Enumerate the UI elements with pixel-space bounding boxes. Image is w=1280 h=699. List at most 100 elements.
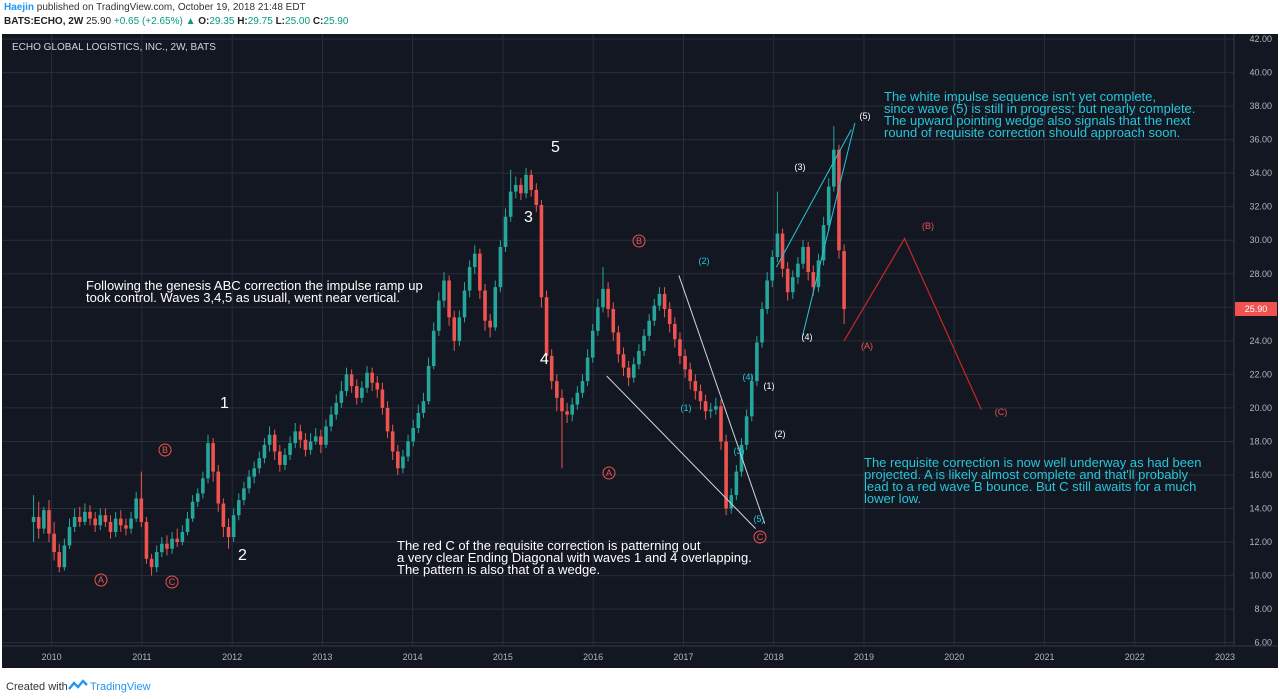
wave-a1-label: A <box>98 575 104 585</box>
candle-body <box>144 521 149 559</box>
price-chart[interactable]: 42.0040.0038.0036.0034.0032.0030.0028.00… <box>2 34 1278 668</box>
candle-body <box>139 498 144 522</box>
candle-body <box>724 441 728 509</box>
candle-body <box>231 515 236 538</box>
candle-body <box>47 510 51 534</box>
candle-body <box>816 260 821 288</box>
candle-body <box>493 287 498 328</box>
candle-body <box>411 428 415 442</box>
candle-body <box>801 246 805 264</box>
wave-5-label: 5 <box>551 139 560 156</box>
candle-body <box>472 253 477 268</box>
candle-body <box>293 431 298 444</box>
candle-body <box>596 307 600 331</box>
last-price-tag <box>1235 302 1277 316</box>
candle-body <box>765 280 769 309</box>
candle-body <box>519 184 523 194</box>
candle-body <box>390 431 395 452</box>
candle-body <box>498 246 503 288</box>
candle-body <box>354 386 359 398</box>
candle-body <box>124 525 128 529</box>
publish-info: published on TradingView.com, October 19… <box>36 2 306 13</box>
candle-body <box>837 149 841 251</box>
candle-body <box>683 355 687 370</box>
candle-body <box>344 374 349 392</box>
candle-body <box>647 320 651 336</box>
candle-body <box>796 263 800 278</box>
proj-a-label: (A) <box>861 341 873 351</box>
candle-body <box>483 290 487 321</box>
time-tick-label: 2017 <box>673 652 693 662</box>
last-price: 25.90 <box>86 16 112 27</box>
candle-body <box>221 503 226 527</box>
candle-body <box>83 511 87 522</box>
candle-body <box>165 543 169 549</box>
candle-body <box>426 365 431 402</box>
candle-body <box>524 174 528 194</box>
candle-body <box>637 350 641 365</box>
candle-body <box>760 308 764 343</box>
candle-body <box>626 367 631 378</box>
candle-body <box>642 335 646 351</box>
candle-body <box>93 518 97 526</box>
tradingview-logo-icon[interactable] <box>68 679 88 693</box>
candle-body <box>339 391 344 403</box>
proj-b-label: (B) <box>922 221 934 231</box>
drawing-overlays <box>606 122 982 529</box>
wave-1-label: 1 <box>220 395 229 412</box>
candle-body <box>349 374 354 387</box>
author-link[interactable]: Haejin <box>4 2 35 13</box>
last-price-tag-label: 25.90 <box>1245 304 1268 314</box>
candle-body <box>216 471 221 504</box>
candle-body <box>185 518 190 532</box>
candle-body <box>62 545 67 568</box>
price-tick-label: 36.00 <box>1249 135 1272 145</box>
price-tick-label: 30.00 <box>1249 235 1272 245</box>
candle-body <box>406 441 410 457</box>
candle-body <box>580 381 585 393</box>
wave-2-label: 2 <box>238 547 247 564</box>
note-4-line-1: The requisite correction is now well und… <box>864 455 1201 470</box>
candle-body <box>503 216 508 247</box>
candle-body <box>780 233 785 269</box>
footer-bar: Created with TradingView <box>0 676 1280 699</box>
open-value: 29.35 <box>209 16 235 27</box>
candle-body <box>698 391 703 402</box>
note-3-line-1: The white impulse sequence isn't yet com… <box>884 89 1156 104</box>
open-label: O: <box>198 16 210 27</box>
chart-container[interactable]: 42.00 40.00 38.00 36.00 34.00 32.00 30.00 28.00… <box>2 34 1278 668</box>
candle-body <box>175 538 180 543</box>
candle-body <box>160 543 164 553</box>
candle-body <box>298 431 303 440</box>
price-tick-label: 32.00 <box>1249 202 1272 212</box>
time-tick-label: 2013 <box>312 652 332 662</box>
price-tick-label: 6.00 <box>1254 638 1272 648</box>
price-axis[interactable] <box>1234 34 1278 646</box>
candle-body <box>478 253 482 291</box>
candle-body <box>544 297 549 356</box>
candle-body <box>385 407 390 432</box>
candle-body <box>534 189 539 206</box>
price-tick-label: 40.00 <box>1249 68 1272 78</box>
circle-a2 <box>602 466 616 480</box>
tradingview-brand-link[interactable]: TradingView <box>90 681 151 693</box>
candle-body <box>319 436 323 445</box>
candle-body <box>529 174 533 190</box>
candle-body <box>283 454 287 465</box>
candle-body <box>662 293 667 309</box>
time-tick-label: 2023 <box>1215 652 1235 662</box>
candles <box>31 126 846 576</box>
candle-body <box>303 439 308 450</box>
candle-body <box>775 233 780 258</box>
candle-body <box>631 364 636 378</box>
candle-body <box>421 401 426 413</box>
candle-body <box>832 149 836 187</box>
ending-diagonal-lower-line <box>606 375 756 529</box>
circle-c1 <box>165 575 179 589</box>
candle-body <box>508 191 513 217</box>
candle-body <box>755 342 759 382</box>
note-2-line-1: The red C of the requisite correction is… <box>397 538 701 553</box>
candle-body <box>657 293 662 306</box>
time-axis[interactable] <box>2 646 1278 668</box>
proj-c-label: (C) <box>995 407 1008 417</box>
